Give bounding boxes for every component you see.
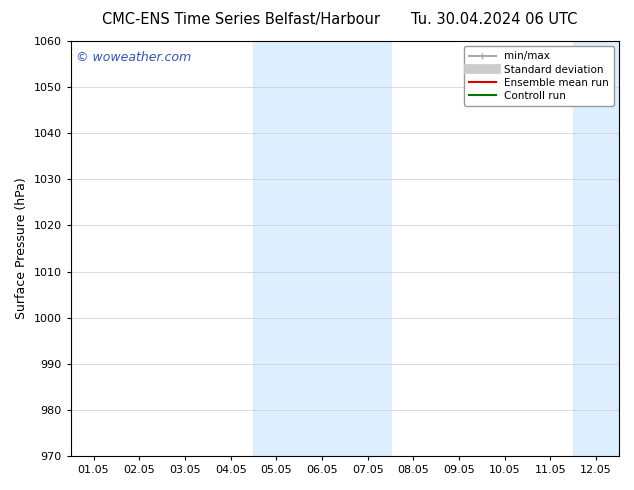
Y-axis label: Surface Pressure (hPa): Surface Pressure (hPa) xyxy=(15,178,28,319)
Text: © woweather.com: © woweather.com xyxy=(76,51,191,64)
Bar xyxy=(573,41,634,456)
Bar xyxy=(254,41,391,456)
Legend: min/max, Standard deviation, Ensemble mean run, Controll run: min/max, Standard deviation, Ensemble me… xyxy=(464,46,614,106)
Text: CMC-ENS Time Series Belfast/Harbour: CMC-ENS Time Series Belfast/Harbour xyxy=(102,12,380,27)
Text: Tu. 30.04.2024 06 UTC: Tu. 30.04.2024 06 UTC xyxy=(411,12,578,27)
